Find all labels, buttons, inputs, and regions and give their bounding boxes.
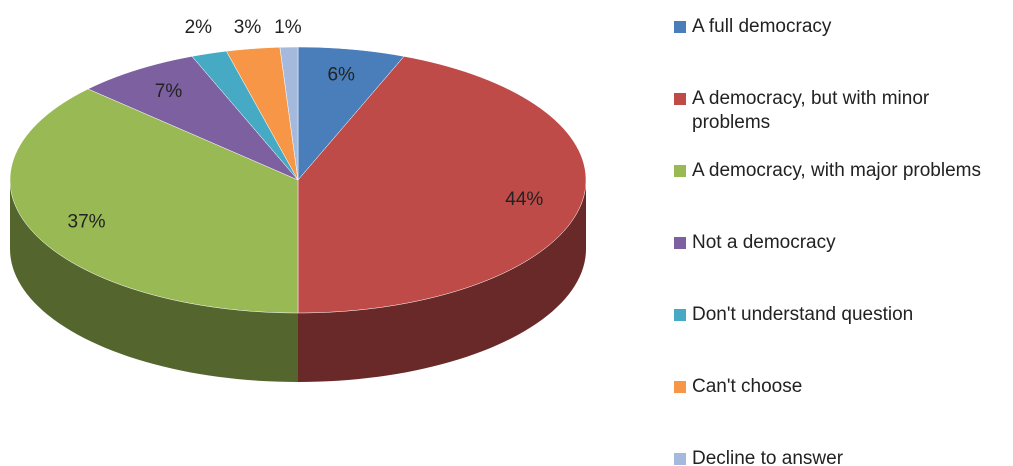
pie-area: 6% 44% 37% 7% 2% 3% 1%	[9, 17, 587, 382]
legend-swatch	[674, 453, 686, 465]
legend-swatch	[674, 165, 686, 177]
legend-swatch	[674, 237, 686, 249]
slice	[297, 56, 587, 314]
legend-swatch	[674, 21, 686, 33]
legend-item: A full democracy	[674, 15, 992, 39]
legend-label: A democracy, but with minor problems	[692, 88, 930, 133]
legend-label: A democracy, with major problems	[692, 160, 981, 181]
legend-item: A democracy, but with minor problems	[674, 87, 992, 135]
data-label: 37%	[68, 211, 106, 232]
slice-side	[298, 180, 586, 382]
legend-item: Don't understand question	[674, 303, 992, 327]
legend-label: Decline to answer	[692, 448, 844, 466]
data-label: 6%	[327, 65, 355, 86]
legend-label: Not a democracy	[692, 232, 836, 253]
slice-side	[10, 180, 298, 382]
data-label: 2%	[185, 17, 213, 38]
slice	[87, 56, 299, 181]
data-label: 44%	[505, 189, 543, 210]
legend-item: Decline to answer	[674, 447, 992, 466]
data-label: 3%	[234, 17, 262, 38]
legend: A full democracy A democracy, but with mi…	[674, 0, 1004, 466]
legend-swatch	[674, 381, 686, 393]
legend-swatch	[674, 93, 686, 105]
legend-swatch	[674, 309, 686, 321]
legend-item: Not a democracy	[674, 231, 992, 255]
legend-item: Can't choose	[674, 375, 992, 399]
slice	[279, 46, 299, 181]
legend-item: A democracy, with major problems	[674, 159, 992, 183]
data-label: 7%	[155, 81, 183, 102]
slice	[225, 47, 299, 181]
data-label: 1%	[274, 17, 302, 38]
slice	[9, 88, 299, 314]
legend-label: Don't understand question	[692, 304, 914, 325]
legend-label: A full democracy	[692, 16, 832, 37]
slice	[297, 46, 405, 181]
legend-label: Can't choose	[692, 376, 803, 397]
